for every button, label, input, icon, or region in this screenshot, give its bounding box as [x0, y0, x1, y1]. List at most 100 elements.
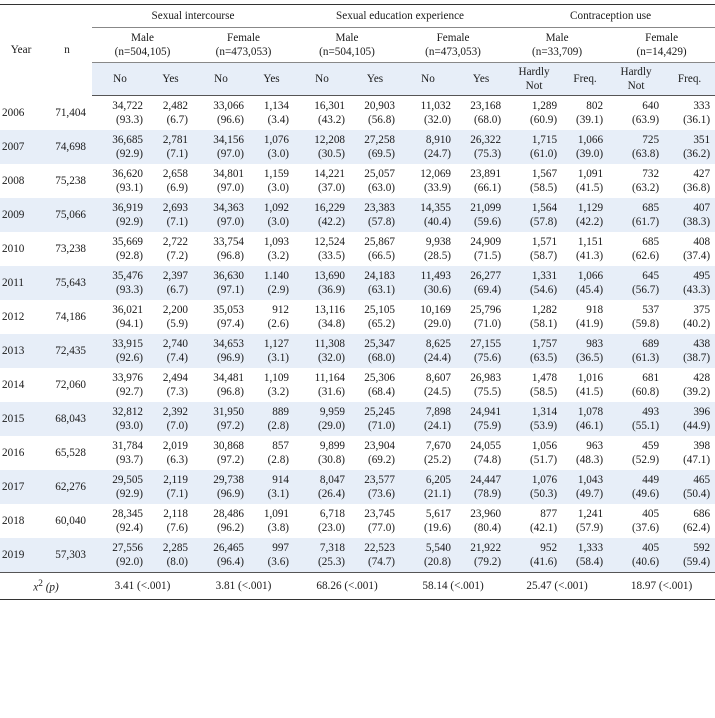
- table-row: 2014 72,060 33,976 (92.7) 2,494 (7.3) 34,481 (9…: [0, 368, 715, 402]
- col-header-yes: Yes: [350, 62, 401, 96]
- percent-value: (69.4): [474, 284, 502, 296]
- count-value: 405: [642, 507, 660, 520]
- value-cell: 725 (63.8): [608, 130, 665, 164]
- subgroup-header: Female (n=14,429): [608, 27, 715, 63]
- value-cell: 8,607 (24.5): [400, 368, 456, 402]
- subgroup-n: (n=33,709): [532, 46, 583, 58]
- percent-value: (96.4): [216, 556, 244, 568]
- percent-value: (71.0): [474, 318, 502, 330]
- count-value: 33,976: [112, 371, 143, 384]
- count-value: 1,478: [531, 371, 558, 384]
- value-cell: 802 (39.1): [562, 96, 608, 131]
- count-value: 1,715: [531, 133, 558, 146]
- count-value: 34,481: [213, 371, 244, 384]
- count-value: 407: [693, 201, 711, 214]
- percent-value: (60.9): [530, 114, 558, 126]
- percent-value: (57.9): [576, 522, 604, 534]
- value-cell: 23,960 (80.4): [456, 504, 506, 538]
- value-cell: 1,282 (58.1): [506, 300, 562, 334]
- percent-value: (69.5): [367, 148, 396, 160]
- percent-value: (41.9): [576, 318, 604, 330]
- percent-value: (77.0): [367, 522, 396, 534]
- count-value: 952: [540, 541, 558, 554]
- percent-value: (52.9): [632, 454, 660, 466]
- count-value: 34,801: [213, 167, 244, 180]
- value-cell: 25,347 (68.0): [350, 334, 401, 368]
- percent-value: (6.7): [166, 284, 188, 296]
- value-cell: 2,740 (7.4): [148, 334, 193, 368]
- value-cell: 36,919 (92.9): [92, 198, 148, 232]
- value-cell: 26,277 (69.4): [456, 266, 507, 300]
- count-value: 28,345: [112, 507, 143, 520]
- percent-value: (58.5): [530, 182, 558, 194]
- count-value: 20,903: [364, 99, 396, 112]
- percent-value: (36.1): [683, 114, 711, 126]
- value-cell: 36,021 (94.1): [92, 300, 148, 334]
- year-cell: 2012: [2, 310, 25, 323]
- percent-value: (48.3): [576, 454, 604, 466]
- value-cell: 30,868 (97.2): [193, 436, 249, 470]
- percent-value: (7.3): [166, 386, 188, 398]
- value-cell: 24,941 (75.9): [456, 402, 507, 436]
- percent-value: (92.6): [115, 352, 143, 364]
- percent-value: (62.6): [632, 250, 660, 262]
- percent-value: (56.7): [632, 284, 660, 296]
- percent-value: (92.8): [115, 250, 143, 262]
- percent-value: (78.9): [474, 488, 502, 500]
- value-cell: 1,092 (3.0): [249, 198, 295, 232]
- chi-square-value: 25.47 (<.001): [506, 572, 609, 600]
- percent-value: (6.3): [166, 454, 188, 466]
- count-value: 686: [693, 507, 711, 520]
- count-value: 7,898: [425, 405, 452, 418]
- value-cell: 1,134 (3.4): [249, 96, 294, 131]
- n-cell: 72,435: [42, 334, 92, 368]
- value-cell: 12,524 (33.5): [294, 232, 350, 266]
- value-cell: 21,099 (59.6): [456, 198, 507, 232]
- count-value: 24,909: [470, 235, 502, 248]
- value-cell: 1,314 (53.9): [506, 402, 563, 436]
- count-value: 34,722: [112, 99, 143, 112]
- percent-value: (36.8): [683, 182, 711, 194]
- count-value: 26,983: [470, 371, 502, 384]
- count-value: 537: [642, 303, 660, 316]
- percent-value: (71.5): [474, 250, 502, 262]
- count-value: 493: [642, 405, 660, 418]
- value-cell: 13,116 (34.8): [294, 300, 350, 334]
- n-cell: 73,238: [55, 242, 86, 255]
- value-cell: 1,093 (3.2): [249, 232, 294, 266]
- percent-value: (62.4): [683, 522, 711, 534]
- value-cell: 9,938 (28.5): [400, 232, 456, 266]
- count-value: 24,183: [364, 269, 396, 282]
- count-value: 681: [642, 371, 660, 384]
- percent-value: (32.0): [317, 352, 346, 364]
- percent-value: (58.1): [530, 318, 558, 330]
- percent-value: (50.3): [530, 488, 558, 500]
- percent-value: (39.2): [683, 386, 711, 398]
- value-cell: 33,976 (92.7): [92, 368, 148, 402]
- count-value: 25,306: [364, 371, 396, 384]
- count-value: 23,577: [364, 473, 396, 486]
- percent-value: (24.7): [423, 148, 452, 160]
- value-cell: 24,909 (71.5): [456, 232, 506, 266]
- percent-value: (6.7): [166, 114, 188, 126]
- value-cell: 35,669 (92.8): [92, 232, 148, 266]
- value-cell: 24,055 (74.8): [456, 436, 506, 470]
- value-cell: 23,383 (57.8): [350, 198, 401, 232]
- value-cell: 23,745 (77.0): [350, 504, 400, 538]
- value-cell: 7,898 (24.1): [400, 402, 457, 436]
- value-cell: 407 (38.3): [664, 198, 715, 232]
- value-cell: 2,494 (7.3): [148, 368, 193, 402]
- value-cell: 8,625 (24.4): [400, 334, 457, 368]
- year-cell: 2011: [0, 266, 42, 300]
- percent-value: (42.2): [317, 216, 346, 228]
- count-value: 32,812: [112, 405, 143, 418]
- count-value: 25,796: [470, 303, 502, 316]
- count-value: 9,899: [319, 439, 346, 452]
- chi-symbol: x: [33, 581, 39, 594]
- count-value: 31,950: [213, 405, 244, 418]
- value-cell: 11,493 (30.6): [400, 266, 457, 300]
- percent-value: (75.5): [474, 386, 502, 398]
- percent-value: (41.5): [576, 386, 604, 398]
- percent-value: (7.0): [166, 420, 188, 432]
- count-value: 29,505: [112, 473, 143, 486]
